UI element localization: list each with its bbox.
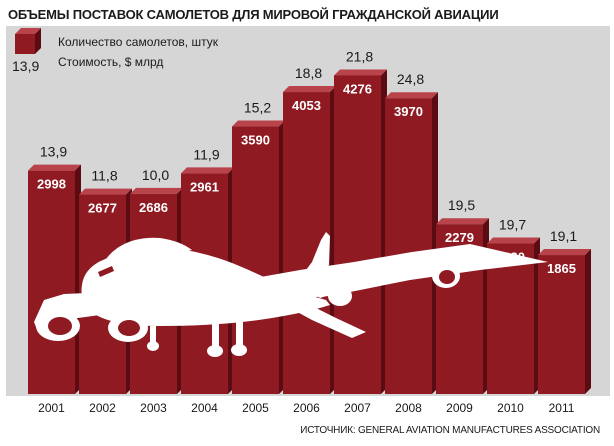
- year-label-2011: 2011: [549, 401, 575, 415]
- count-label-2008: 3970: [394, 104, 423, 119]
- cost-label-2011: 19,1: [550, 228, 577, 244]
- year-label-2001: 2001: [38, 401, 65, 415]
- bar-2010: [487, 237, 540, 394]
- cost-label-2008: 24,8: [397, 71, 424, 87]
- legend: 13,9 Количество самолетов, штук Стоимост…: [12, 28, 219, 74]
- source-note: ИСТОЧНИК: GENERAL AVIATION MANUFACTURES …: [300, 425, 600, 436]
- year-label-2007: 2007: [344, 401, 371, 415]
- airliner-windows: [48, 266, 455, 336]
- count-label-2006: 4053: [292, 98, 321, 113]
- legend-item-cost: Стоимость, $ млрд: [58, 55, 163, 69]
- cost-label-2001: 13,9: [40, 144, 67, 160]
- cost-label-2009: 19,5: [448, 197, 475, 213]
- count-label-2005: 3590: [241, 133, 270, 148]
- year-label-2010: 2010: [497, 401, 524, 415]
- count-label-2002: 2677: [88, 201, 117, 216]
- cost-label-2003: 10,0: [142, 167, 169, 183]
- bar-2001: [28, 164, 81, 394]
- chart-title: ОБЪЕМЫ ПОСТАВОК САМОЛЕТОВ ДЛЯ МИРОВОЙ ГР…: [8, 7, 498, 22]
- cost-label-2006: 18,8: [295, 65, 322, 81]
- legend-item-count: Количество самолетов, штук: [58, 35, 219, 49]
- bars: 2998 13,9 2001 2677 11,8 2002 2686 10,0 2003 2961…: [28, 48, 591, 415]
- count-label-2009: 2279: [445, 230, 474, 245]
- bar-2008: [385, 92, 438, 395]
- cost-label-2002: 11,8: [91, 168, 117, 184]
- count-label-2001: 2998: [37, 177, 66, 192]
- cost-label-2007: 21,8: [346, 48, 373, 64]
- cost-label-2010: 19,7: [499, 217, 526, 233]
- year-label-2004: 2004: [191, 401, 218, 415]
- year-label-2008: 2008: [395, 401, 422, 415]
- count-label-2003: 2686: [139, 200, 168, 215]
- count-label-2007: 4276: [343, 81, 372, 96]
- year-axis-strip: [6, 396, 610, 420]
- legend-swatch-value: 13,9: [12, 58, 39, 74]
- year-label-2009: 2009: [446, 401, 473, 415]
- airliner-icon: [34, 232, 548, 357]
- count-label-2004: 2961: [190, 179, 219, 194]
- legend-swatch: [15, 28, 41, 54]
- bar-2011: [538, 249, 591, 394]
- year-label-2003: 2003: [140, 401, 167, 415]
- year-label-2002: 2002: [89, 401, 116, 415]
- bar-2007: [334, 69, 387, 395]
- year-label-2005: 2005: [242, 401, 269, 415]
- count-label-2011: 1865: [547, 261, 576, 276]
- year-label-2006: 2006: [293, 401, 320, 415]
- cost-label-2005: 15,2: [244, 100, 271, 116]
- cost-label-2004: 11,9: [193, 146, 219, 162]
